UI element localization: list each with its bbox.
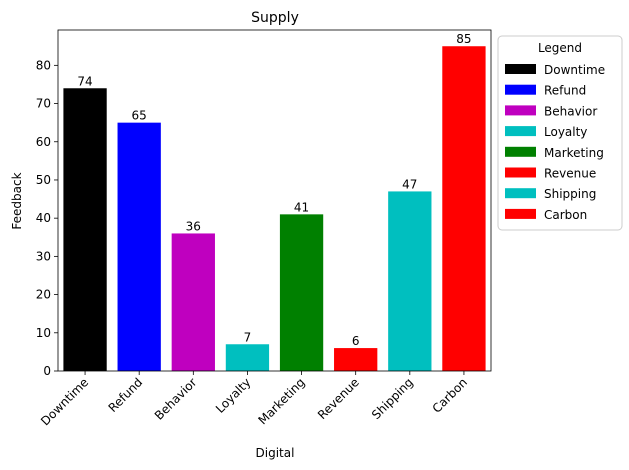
- legend-swatch-loyalty: [505, 126, 536, 137]
- x-tick-label-behavior: Behavior: [152, 375, 200, 423]
- legend-swatch-revenue: [505, 167, 536, 178]
- legend-label-marketing: Marketing: [544, 146, 604, 160]
- x-tick-label-loyalty: Loyalty: [213, 375, 254, 416]
- legend-swatch-downtime: [505, 64, 536, 74]
- legend-label-shipping: Shipping: [544, 187, 596, 201]
- bar-shipping: [388, 191, 432, 371]
- bar-value-label-carbon: 85: [456, 32, 471, 46]
- legend-swatch-behavior: [505, 105, 536, 116]
- plot-frame: [57, 29, 492, 372]
- bar-loyalty: [225, 344, 270, 371]
- y-tick-label: 40: [36, 211, 51, 225]
- x-tick-label-carbon: Carbon: [430, 375, 470, 415]
- x-tick-label-revenue: Revenue: [315, 375, 362, 422]
- y-tick-label: 0: [43, 364, 51, 378]
- y-axis-label: Feedback: [10, 172, 24, 229]
- legend-label-downtime: Downtime: [544, 63, 605, 77]
- bar-revenue: [334, 348, 378, 371]
- legend-swatch-refund: [505, 84, 536, 95]
- bar-value-label-revenue: 6: [352, 334, 360, 348]
- x-tick-label-refund: Refund: [106, 375, 146, 415]
- legend-label-loyalty: Loyalty: [544, 125, 587, 139]
- y-tick-label: 70: [36, 97, 51, 111]
- bar-behavior: [171, 233, 215, 371]
- bar-value-label-marketing: 41: [294, 200, 309, 214]
- legend-label-revenue: Revenue: [544, 167, 596, 181]
- bar-value-label-downtime: 74: [77, 74, 92, 88]
- bar-value-label-loyalty: 7: [244, 330, 252, 344]
- bar-value-label-behavior: 36: [186, 219, 201, 233]
- bar-value-label-refund: 65: [132, 109, 147, 123]
- bar-downtime: [63, 88, 107, 371]
- plot-area: 74 Downtime 65 Refund 36 Behavior 7 Loyalty 41 Ma…: [36, 29, 492, 428]
- x-tick-label-marketing: Marketing: [255, 375, 307, 427]
- bar-refund: [117, 122, 161, 371]
- legend-swatch-carbon: [505, 208, 536, 219]
- y-tick-label: 20: [36, 288, 51, 302]
- legend-label-carbon: Carbon: [544, 208, 587, 222]
- y-tick-label: 30: [36, 249, 51, 263]
- y-tick-label: 80: [36, 58, 51, 72]
- y-tick-label: 60: [36, 135, 51, 149]
- legend-label-behavior: Behavior: [544, 104, 597, 118]
- y-tick-label: 10: [36, 326, 51, 340]
- bar-marketing: [279, 214, 324, 371]
- x-axis-label: Digital: [256, 446, 295, 460]
- chart-title: Supply: [251, 10, 299, 26]
- y-tick-label: 50: [36, 173, 51, 187]
- legend: Legend Downtime Refund Behavior Loyalty Mark…: [497, 35, 623, 231]
- bar-carbon: [442, 46, 486, 371]
- x-tick-label-shipping: Shipping: [369, 375, 416, 422]
- legend-title: Legend: [538, 41, 582, 55]
- legend-items: Downtime Refund Behavior Loyalty Marketing Re…: [505, 63, 605, 222]
- x-tick-label-downtime: Downtime: [38, 375, 91, 428]
- legend-frame: [497, 35, 623, 231]
- legend-swatch-marketing: [505, 146, 536, 157]
- bar-value-label-shipping: 47: [402, 177, 417, 191]
- legend-swatch-shipping: [505, 188, 536, 199]
- legend-label-refund: Refund: [544, 84, 586, 98]
